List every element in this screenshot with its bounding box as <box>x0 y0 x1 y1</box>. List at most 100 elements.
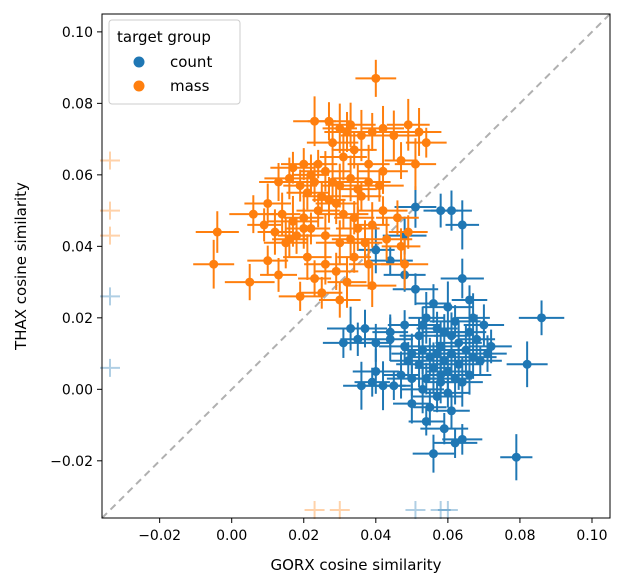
mass-point <box>272 220 307 258</box>
count-marker <box>479 320 489 330</box>
mass-marker <box>288 216 298 226</box>
mass-point <box>319 133 367 181</box>
y-tick-label: 0.02 <box>62 311 93 327</box>
mass-marker <box>335 238 345 248</box>
mass-marker <box>378 123 388 133</box>
count-marker <box>450 316 460 326</box>
count-marker <box>511 452 521 462</box>
mass-point <box>347 112 398 151</box>
mass-marker <box>209 259 219 269</box>
x-axis-label: GORX cosine similarity <box>270 556 441 574</box>
mass-marker <box>356 191 366 201</box>
mass-point <box>307 102 351 141</box>
plot-frame <box>101 13 611 519</box>
count-marker <box>464 295 474 305</box>
count-marker <box>414 359 424 369</box>
count-marker <box>450 374 460 384</box>
mass-marker <box>299 223 309 233</box>
count-marker <box>410 284 420 294</box>
count-point <box>435 321 482 365</box>
count-marker <box>439 356 449 366</box>
count-marker <box>418 384 428 394</box>
mass-marker <box>313 159 323 169</box>
count-marker <box>537 313 547 323</box>
count-point <box>356 226 395 274</box>
count-marker <box>371 245 381 255</box>
y-tick-label: 0.00 <box>62 382 93 398</box>
count-point <box>412 434 455 473</box>
count-marker <box>385 256 395 266</box>
count-marker <box>400 341 410 351</box>
mass-marker <box>389 131 399 141</box>
x-tick-label: −0.02 <box>138 528 181 544</box>
y-tick-label: 0.10 <box>62 25 93 41</box>
count-marker <box>475 356 485 366</box>
count-marker <box>396 370 406 380</box>
count-marker <box>468 313 478 323</box>
count-marker <box>353 334 363 344</box>
count-point <box>440 325 492 375</box>
mass-marker <box>403 227 413 237</box>
mass-point <box>247 245 289 276</box>
mass-marker <box>349 213 359 223</box>
count-marker <box>522 359 532 369</box>
mass-point <box>257 209 293 255</box>
mass-point <box>355 59 397 97</box>
count-marker <box>457 434 467 444</box>
mass-marker <box>367 127 377 137</box>
mass-point <box>348 264 397 308</box>
x-tick-label: 0.00 <box>216 528 247 544</box>
count-point <box>403 306 442 344</box>
mass-point <box>244 183 292 224</box>
mass-point <box>260 258 298 292</box>
rug-bottom-count <box>430 501 451 519</box>
mass-point <box>193 239 235 289</box>
mass-marker <box>328 138 338 148</box>
count-marker <box>428 449 438 459</box>
count-point <box>322 327 364 358</box>
y-tick-label: 0.08 <box>62 96 93 112</box>
mass-marker <box>349 145 359 155</box>
count-point <box>506 341 548 388</box>
mass-marker <box>378 206 388 216</box>
count-marker <box>421 416 431 426</box>
count-marker <box>446 206 456 216</box>
count-point <box>432 427 478 458</box>
count-point <box>372 314 409 350</box>
mass-point <box>338 164 377 215</box>
mass-marker <box>292 231 302 241</box>
count-point <box>440 258 484 299</box>
y-tick-label: 0.06 <box>62 168 93 184</box>
mass-marker <box>317 191 327 201</box>
count-point <box>394 186 437 228</box>
rug-left-mass <box>100 201 120 220</box>
mass-point <box>278 281 322 312</box>
count-marker <box>371 366 381 376</box>
mass-marker <box>374 181 384 191</box>
mass-marker <box>274 177 284 187</box>
mass-marker <box>331 266 341 276</box>
count-marker <box>346 324 356 334</box>
mass-point <box>381 239 429 290</box>
data-points <box>193 59 565 481</box>
mass-point <box>335 206 380 251</box>
mass-marker <box>342 277 352 287</box>
mass-marker <box>414 127 424 137</box>
legend-entry-mass: mass <box>133 77 210 95</box>
x-tick-label: 0.06 <box>432 528 463 544</box>
mass-point <box>298 260 332 297</box>
mass-marker <box>353 184 363 194</box>
mass-marker <box>346 120 356 130</box>
count-marker <box>425 402 435 412</box>
count-marker <box>457 274 467 284</box>
mass-marker <box>367 220 377 230</box>
mass-point <box>283 234 332 280</box>
mass-marker <box>320 166 330 176</box>
mass-marker <box>342 127 352 137</box>
mass-point <box>296 194 340 228</box>
count-point <box>500 434 533 481</box>
count-point <box>442 424 483 455</box>
mass-point <box>388 215 428 249</box>
mass-marker <box>284 173 294 183</box>
mass-point <box>314 252 359 290</box>
